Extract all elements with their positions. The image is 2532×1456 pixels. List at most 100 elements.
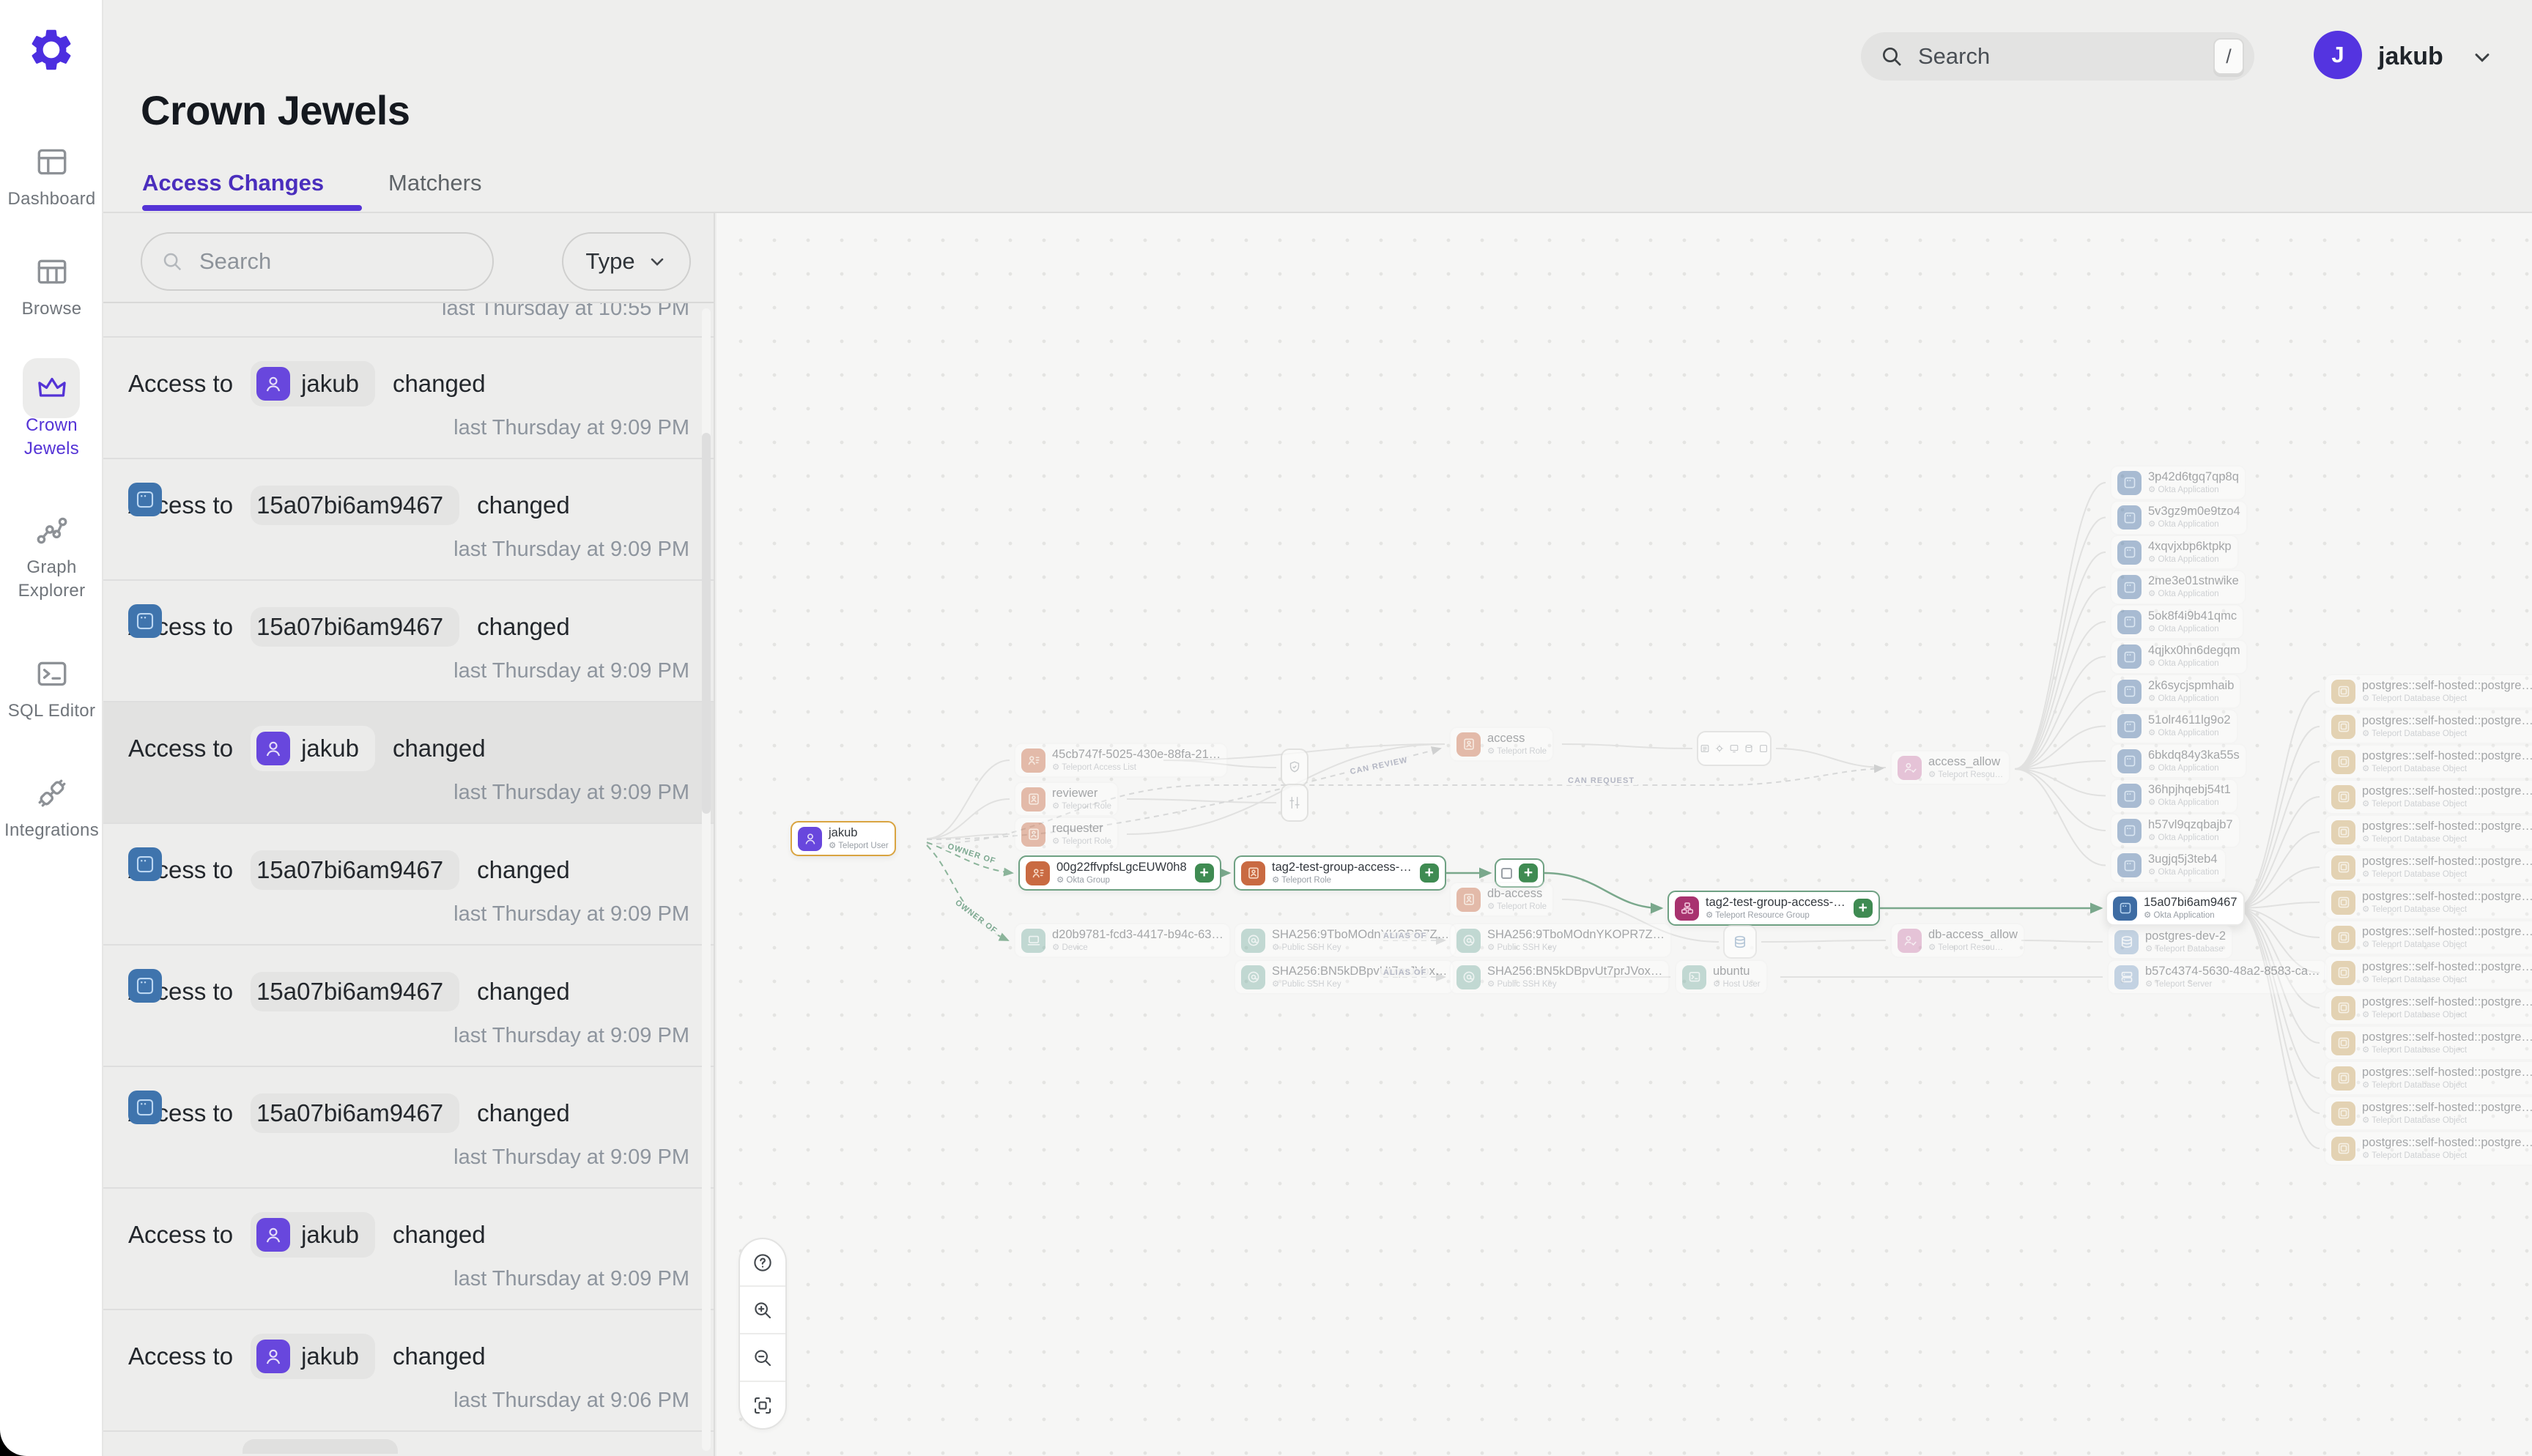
graph-node-db-access-allow[interactable]: db-access_allow ⚙ Teleport Resou… (1890, 923, 2025, 958)
graph-node-collapsed[interactable]: + (1495, 858, 1544, 888)
graph-node-db-object-6[interactable]: postgres::self-hosted::postgre… ⚙ Telepor… (2324, 885, 2532, 920)
list-item[interactable]: Access to 15a07bi6am9467 changed last Thurs… (103, 946, 714, 1067)
graph-node-okta-app-4[interactable]: 5ok8f4i9b41qmc ⚙ Okta Application (2110, 604, 2245, 639)
entity-chip[interactable]: 15a07bi6am9467 (128, 483, 460, 525)
list-item[interactable]: Access to jakub changed last Thursday at 9:… (103, 338, 714, 459)
avatar[interactable]: J (2314, 31, 2362, 79)
graph-node-okta-app-0[interactable]: 3p42d6tgq7qp8q ⚙ Okta Application (2110, 465, 2246, 500)
tab-matchers[interactable]: Matchers (388, 170, 482, 196)
chevron-down-icon[interactable] (2470, 45, 2494, 69)
list-item[interactable]: Access to jakub changed last Thursday at 9:… (103, 702, 714, 824)
expand-plus-badge[interactable]: + (1853, 899, 1873, 918)
access-graph[interactable]: jakub ⚙ Teleport User 00g22ffvpfsLgcEUW0h8… (717, 213, 2532, 1456)
global-search[interactable]: / (1861, 32, 2254, 81)
graph-node-db-object-9[interactable]: postgres::self-hosted::postgre… ⚙ Telepor… (2324, 990, 2532, 1025)
graph-node-key-b1[interactable]: SHA256:9TboMOdnYKOPR7Z… ⚙ Public SSH Key (1449, 923, 1673, 958)
entity-chip[interactable]: 15a07bi6am9467 (128, 969, 460, 1011)
entity-chip[interactable]: 15a07bi6am9467 (128, 847, 460, 890)
list-item[interactable]: Access to 15a07bi6am9467 changed last Thurs… (103, 459, 714, 581)
entity-chip[interactable]: jakub (251, 726, 375, 771)
graph-node-okta-app-5[interactable]: 4qjkx0hn6degqm ⚙ Okta Application (2110, 639, 2248, 675)
graph-node-reviewer[interactable]: reviewer ⚙ Teleport Role (1014, 781, 1119, 817)
graph-node-key-a2[interactable]: SHA256:BN5kDBpvUt7prJVox… ⚙ Public SSH Ke… (1234, 959, 1455, 995)
entity-chip[interactable]: jakub (251, 361, 375, 406)
sidebar-item-sql-editor[interactable]: SQL Editor (0, 655, 103, 723)
graph-node-jakub[interactable]: jakub ⚙ Teleport User (791, 821, 896, 856)
user-menu-name[interactable]: jakub (2378, 42, 2443, 70)
graph-node-okta-app-11[interactable]: 3ugjq5j3teb4 ⚙ Okta Application (2110, 847, 2226, 883)
fit-view-button[interactable] (740, 1382, 785, 1428)
panel-search-input[interactable] (198, 248, 493, 275)
graph-node-okta-app-1[interactable]: 5v3gz9m0e9tzo4 ⚙ Okta Application (2110, 499, 2248, 535)
graph-node-db-object-0[interactable]: postgres::self-hosted::postgre… ⚙ Telepor… (2324, 674, 2532, 709)
graph-node-okta-app-10[interactable]: h57vl9qzqbajb7 ⚙ Okta Application (2110, 813, 2240, 848)
sidebar-item-crown-jewels[interactable]: Crown Jewels (0, 358, 103, 461)
entity-chip[interactable]: jakub (251, 1212, 375, 1258)
graph-node-postgres-dev-2[interactable]: postgres-dev-2 ⚙ Teleport Database (2107, 924, 2234, 959)
list-item-clipped-top[interactable]: last Thursday at 10:55 PM (103, 303, 714, 338)
graph-node-requester[interactable]: requester ⚙ Teleport Role (1014, 817, 1119, 852)
zoom-in-button[interactable] (740, 1287, 785, 1334)
graph-node-db-object-2[interactable]: postgres::self-hosted::postgre… ⚙ Telepor… (2324, 744, 2532, 779)
expand-plus-badge[interactable]: + (1419, 863, 1439, 883)
sliders-ghost-icon[interactable] (1281, 784, 1308, 822)
list-item[interactable]: Access to 15a07bi6am9467 changed last Thurs… (103, 824, 714, 946)
graph-node-db-access[interactable]: db-access ⚙ Teleport Role (1449, 882, 1555, 917)
list-item[interactable]: Access to 15a07bi6am9467 changed last Thurs… (103, 581, 714, 702)
graph-node-okta-app-8[interactable]: 6bkdq84y3ka55s ⚙ Okta Application (2110, 743, 2247, 779)
panel-search[interactable] (141, 232, 494, 291)
database-mini-node-icon[interactable] (1723, 925, 1757, 959)
expand-plus-badge[interactable]: + (1194, 863, 1214, 883)
sidebar-item-dashboard[interactable]: Dashboard (0, 144, 103, 211)
sidebar-item-integrations[interactable]: Integrations (0, 775, 103, 842)
graph-node-db-object-12[interactable]: postgres::self-hosted::postgre… ⚙ Telepor… (2324, 1096, 2532, 1131)
entity-chip[interactable]: jakub (251, 1334, 375, 1379)
app-logo-gear-icon[interactable] (26, 25, 76, 75)
node-type-cluster-icons[interactable] (1697, 731, 1772, 766)
panel-scrollbar[interactable] (702, 308, 711, 1451)
global-search-input[interactable] (1917, 42, 2213, 70)
sidebar-item-browse[interactable]: Browse (0, 253, 103, 321)
change-action: changed (477, 856, 570, 883)
graph-node-db-object-13[interactable]: postgres::self-hosted::postgre… ⚙ Telepor… (2324, 1131, 2532, 1166)
expand-plus-badge[interactable]: + (1519, 863, 1538, 883)
type-filter-button[interactable]: Type (562, 232, 691, 291)
entity-chip[interactable]: 15a07bi6am9467 (128, 1091, 460, 1133)
graph-node-okta-group[interactable]: 00g22ffvpfsLgcEUW0h8 ⚙ Okta Group + (1018, 855, 1221, 891)
graph-node-db-object-4[interactable]: postgres::self-hosted::postgre… ⚙ Telepor… (2324, 814, 2532, 850)
graph-node-okta-app-3[interactable]: 2me3e01stnwike ⚙ Okta Application (2110, 569, 2246, 605)
graph-node-okta-app-9[interactable]: 36hpjhqebj54t1 ⚙ Okta Application (2110, 778, 2238, 814)
graph-node-app-15a07[interactable]: 15a07bi6am9467 ⚙ Okta Application (2106, 891, 2245, 926)
entity-chip[interactable]: 15a07bi6am9467 (128, 604, 460, 647)
graph-node-db-object-8[interactable]: postgres::self-hosted::postgre… ⚙ Telepor… (2324, 955, 2532, 990)
graph-node-device-d20b[interactable]: d20b9781-fcd3-4417-b94c-63… ⚙ Device (1014, 923, 1231, 958)
graph-node-okta-app-6[interactable]: 2k6sycjspmhaib ⚙ Okta Application (2110, 674, 2242, 709)
graph-node-role-tag2[interactable]: tag2-test-group-access-… ⚙ Teleport Role + (1234, 855, 1446, 891)
list-item-clipped-bottom[interactable] (103, 1432, 714, 1454)
graph-node-server-b57c[interactable]: b57c4374-5630-48a2-8583-ca… ⚙ Teleport Se… (2107, 959, 2328, 995)
graph-node-access[interactable]: access ⚙ Teleport Role (1449, 727, 1555, 762)
graph-node-acl-45cb[interactable]: 45cb747f-5025-430e-88fa-21… ⚙ Teleport Ac… (1014, 743, 1229, 778)
graph-node-db-object-11[interactable]: postgres::self-hosted::postgre… ⚙ Telepor… (2324, 1061, 2532, 1096)
tab-access-changes[interactable]: Access Changes (142, 170, 325, 196)
list-item[interactable]: Access to jakub changed last Thursday at 9:… (103, 1310, 714, 1432)
graph-node-ubuntu[interactable]: ubuntu ⚙ Host User (1675, 959, 1768, 995)
graph-node-db-object-3[interactable]: postgres::self-hosted::postgre… ⚙ Telepor… (2324, 779, 2532, 814)
graph-node-key-b2[interactable]: SHA256:BN5kDBpvUt7prJVox… ⚙ Public SSH Ke… (1449, 959, 1670, 995)
sidebar-item-graph-explorer[interactable]: Graph Explorer (0, 512, 103, 603)
graph-node-access-allow[interactable]: access_allow ⚙ Teleport Resou… (1890, 750, 2011, 785)
graph-node-db-object-10[interactable]: postgres::self-hosted::postgre… ⚙ Telepor… (2324, 1025, 2532, 1061)
graph-node-key-a1[interactable]: SHA256:9TboMOdnYKOPR7Z… ⚙ Public SSH Key (1234, 923, 1457, 958)
graph-node-okta-app-7[interactable]: 51olr4611lg9o2 ⚙ Okta Application (2110, 708, 2238, 744)
shield-ghost-icon[interactable] (1281, 749, 1308, 787)
panel-scrollbar-thumb[interactable] (702, 433, 711, 814)
list-item[interactable]: Access to jakub changed last Thursday at 9:… (103, 1189, 714, 1310)
zoom-out-button[interactable] (740, 1334, 785, 1382)
graph-node-okta-app-2[interactable]: 4xqvjxbp6ktpkp ⚙ Okta Application (2110, 535, 2239, 570)
list-item[interactable]: Access to 15a07bi6am9467 changed last Thurs… (103, 1067, 714, 1189)
graph-node-db-object-5[interactable]: postgres::self-hosted::postgre… ⚙ Telepor… (2324, 850, 2532, 885)
graph-node-db-object-1[interactable]: postgres::self-hosted::postgre… ⚙ Telepor… (2324, 709, 2532, 744)
help-button[interactable] (740, 1239, 785, 1287)
graph-node-rg-tag2[interactable]: tag2-test-group-access-… ⚙ Teleport Resou… (1667, 891, 1880, 926)
graph-node-db-object-7[interactable]: postgres::self-hosted::postgre… ⚙ Telepor… (2324, 920, 2532, 955)
